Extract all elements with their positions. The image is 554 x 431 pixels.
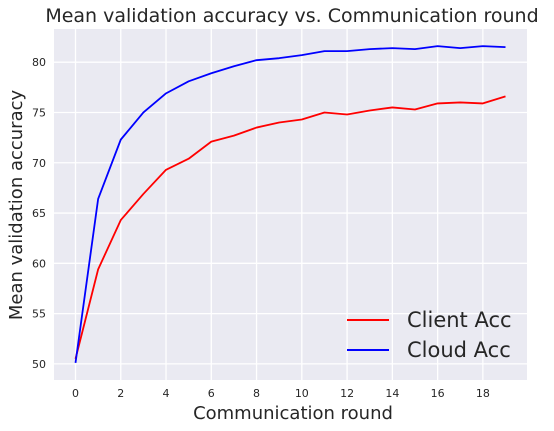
- y-tick-label: 50: [32, 358, 46, 371]
- x-tick-label: 12: [340, 387, 354, 400]
- y-tick-label: 55: [32, 308, 46, 321]
- x-tick-label: 14: [385, 387, 399, 400]
- x-axis-label: Communication round: [193, 403, 393, 424]
- x-tick-label: 0: [72, 387, 79, 400]
- x-tick-label: 8: [253, 387, 260, 400]
- y-tick-label: 75: [32, 106, 46, 119]
- y-tick-label: 65: [32, 207, 46, 220]
- y-tick-label: 80: [32, 56, 46, 69]
- legend: Client Acc Cloud Acc: [347, 308, 512, 362]
- chart-title: Mean validation accuracy vs. Communicati…: [45, 5, 538, 27]
- legend-label-0: Client Acc: [407, 308, 512, 332]
- y-axis-label: Mean validation accuracy: [6, 89, 27, 320]
- gridlines: [54, 29, 527, 380]
- y-tick-label: 60: [32, 257, 46, 270]
- x-tick-labels: 0 2 4 6 8 10 12 14 16 18: [72, 387, 490, 400]
- x-tick-label: 4: [163, 387, 170, 400]
- x-tick-label: 6: [208, 387, 215, 400]
- y-tick-label: 70: [32, 157, 46, 170]
- y-tick-labels: 50 55 60 65 70 75 80: [32, 56, 46, 371]
- x-tick-label: 18: [476, 387, 490, 400]
- x-tick-label: 2: [117, 387, 124, 400]
- x-tick-label: 10: [295, 387, 309, 400]
- x-tick-label: 16: [431, 387, 445, 400]
- series-line-0: [74, 95, 506, 360]
- plot-area: [54, 29, 527, 380]
- legend-label-1: Cloud Acc: [407, 338, 511, 362]
- series-lines: [74, 45, 506, 364]
- series-line-1: [74, 45, 506, 364]
